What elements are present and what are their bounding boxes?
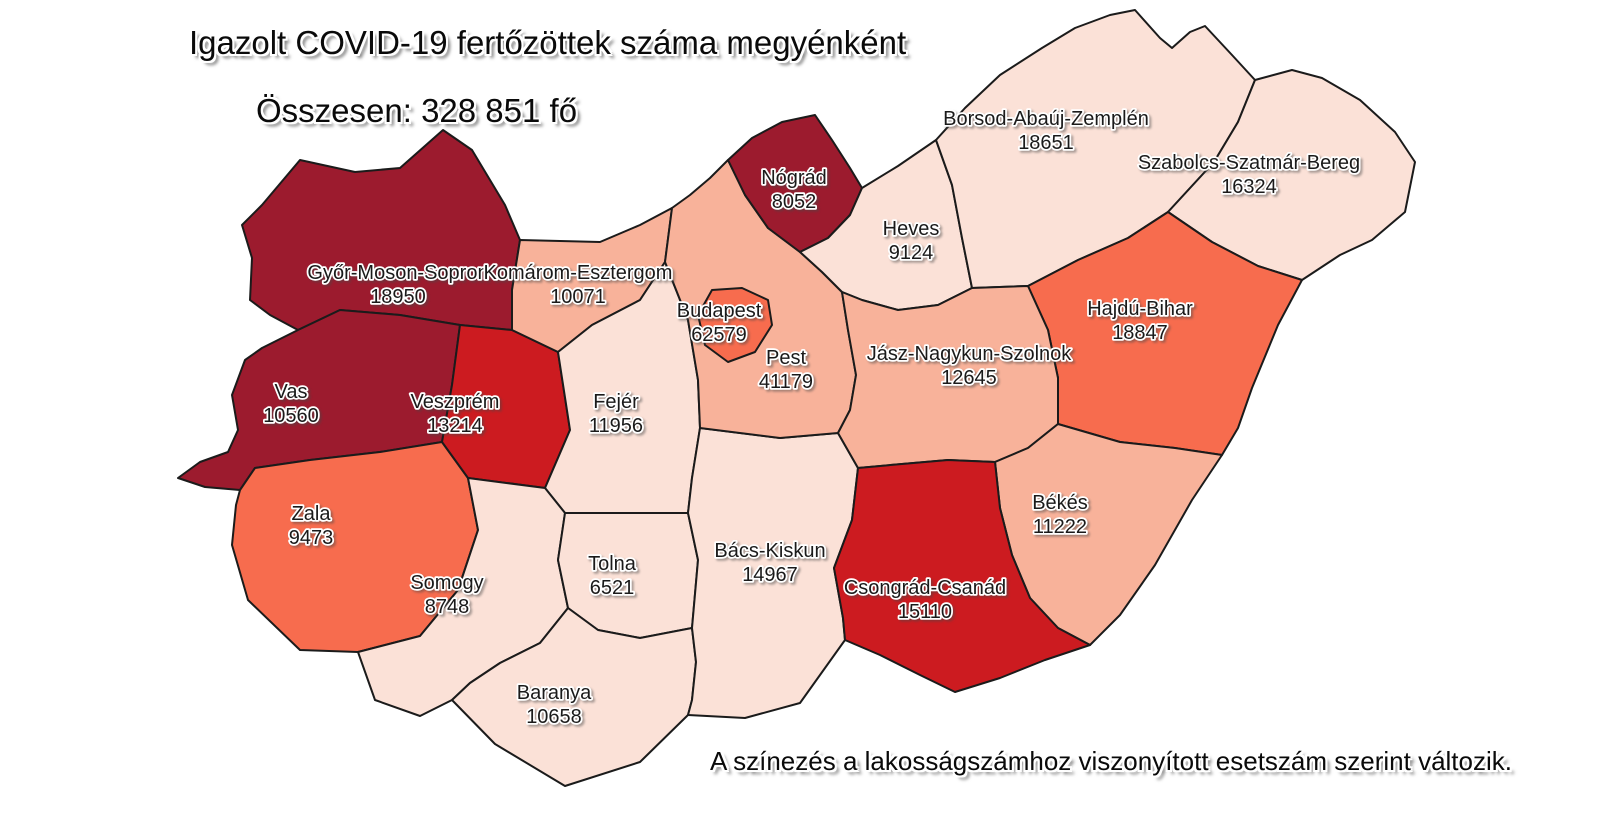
county-name-komarom-esztergom: Komárom-Esztergom: [484, 262, 673, 284]
county-cases-budapest: 62579: [691, 324, 747, 346]
county-cases-vas: 10560: [263, 405, 319, 427]
county-name-heves: Heves: [883, 218, 940, 240]
county-shape-baranya: [451, 607, 697, 787]
county-cases-bekes: 11222: [1033, 516, 1087, 538]
total-cases-text: Összesen: 328 851 fő: [256, 92, 578, 129]
county-shape-budapest: [697, 287, 773, 363]
county-cases-veszprem: 13214: [427, 415, 483, 437]
county-name-pest: Pest: [766, 347, 806, 369]
county-name-gyor-moson-sopron: Győr-Moson-Sopron: [307, 262, 488, 284]
map-title: Igazolt COVID-19 fertőzöttek száma megyé…: [189, 24, 907, 61]
county-cases-komarom-esztergom: 10071: [550, 286, 606, 308]
county-cases-baranya: 10658: [526, 706, 582, 728]
county-cases-somogy: 8748: [425, 596, 470, 618]
county-name-zala: Zala: [292, 503, 332, 525]
county-shape-szabolcs-szatmar-bereg: [1167, 69, 1416, 281]
county-name-vas: Vas: [275, 381, 308, 403]
county-name-baranya: Baranya: [517, 682, 592, 704]
county-name-hajdu-bihar: Hajdú-Bihar: [1087, 298, 1193, 320]
county-cases-nograd: 8052: [772, 191, 817, 213]
county-cases-szabolcs-szatmar-bereg: 16324: [1221, 176, 1277, 198]
county-shapes-layer: [177, 9, 1416, 787]
county-name-somogy: Somogy: [410, 572, 483, 594]
county-name-bekes: Békés: [1032, 492, 1088, 514]
county-name-tolna: Tolna: [588, 553, 637, 575]
county-name-csongrad-csanad: Csongrád-Csanád: [844, 577, 1006, 599]
county-cases-borsod-abauj-zemplen: 18651: [1018, 132, 1074, 154]
county-cases-bacs-kiskun: 14967: [742, 564, 798, 586]
county-name-nograd: Nógrád: [761, 167, 827, 189]
county-cases-zala: 9473: [289, 527, 334, 549]
county-name-fejer: Fejér: [593, 391, 639, 413]
county-cases-tolna: 6521: [590, 577, 635, 599]
county-cases-jasz-nagykun-szolnok: 12645: [941, 367, 997, 389]
county-name-borsod-abauj-zemplen: Borsod-Abaúj-Zemplén: [943, 108, 1149, 130]
county-name-jasz-nagykun-szolnok: Jász-Nagykun-Szolnok: [867, 343, 1073, 365]
county-cases-csongrad-csanad: 15110: [898, 601, 952, 623]
color-scale-note: A színezés a lakosságszámhoz viszonyítot…: [709, 746, 1512, 776]
county-cases-pest: 41179: [759, 371, 813, 393]
county-cases-hajdu-bihar: 18847: [1112, 322, 1168, 344]
county-name-veszprem: Veszprém: [411, 391, 500, 413]
county-cases-fejer: 11956: [589, 415, 643, 437]
county-name-bacs-kiskun: Bács-Kiskun: [714, 540, 825, 562]
county-cases-gyor-moson-sopron: 18950: [370, 286, 426, 308]
county-shape-csongrad-csanad: [833, 459, 1091, 693]
county-cases-heves: 9124: [889, 242, 934, 264]
county-name-szabolcs-szatmar-bereg: Szabolcs-Szatmár-Bereg: [1138, 152, 1360, 174]
county-name-budapest: Budapest: [677, 300, 762, 322]
